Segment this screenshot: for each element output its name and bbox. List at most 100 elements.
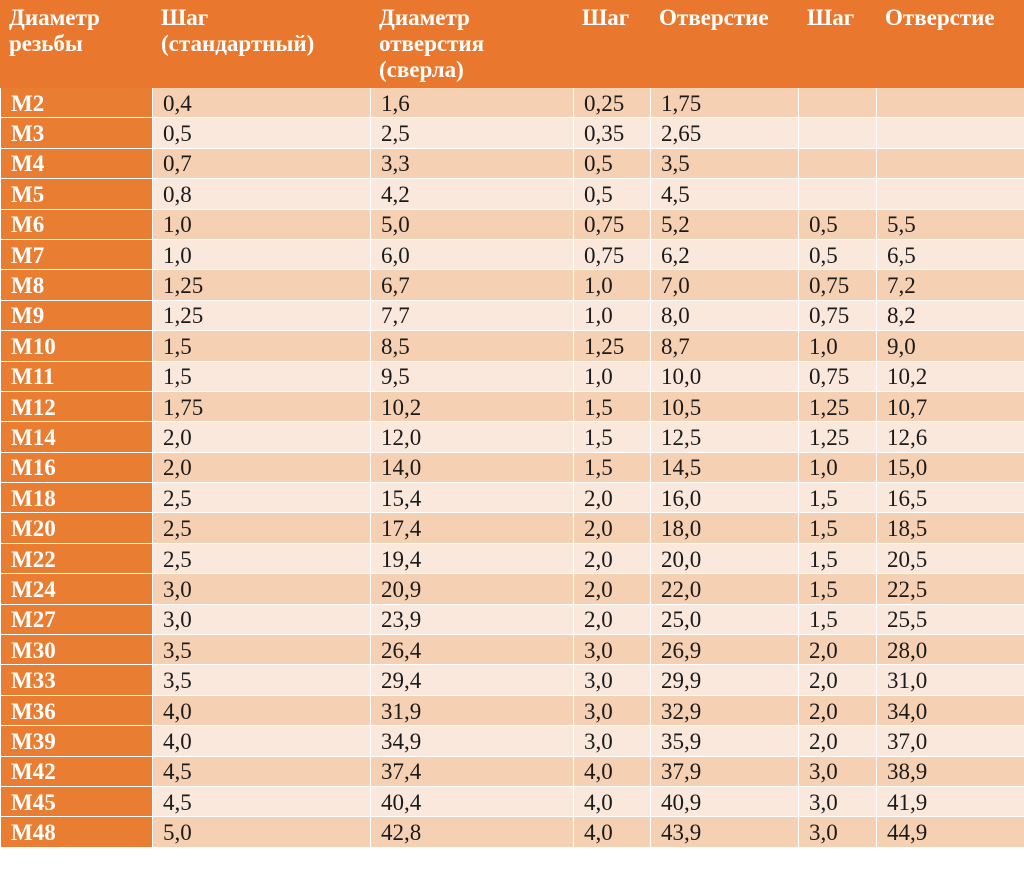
fine-pitch-2-cell: 1,0 [798, 451, 877, 484]
thread-size-label: М4 [0, 147, 153, 180]
hole-1-cell: 8,0 [650, 299, 799, 332]
fine-pitch-2-cell: 1,5 [798, 512, 877, 544]
standard-pitch-cell: 3,0 [152, 603, 371, 636]
fine-pitch-1-cell: 1,5 [573, 451, 651, 484]
fine-pitch-2-cell: 2,0 [798, 694, 877, 727]
thread-size-label: М33 [0, 664, 153, 696]
fine-pitch-1-cell: 0,25 [573, 86, 651, 119]
hole-2-cell: 8,2 [876, 299, 1024, 332]
fine-pitch-1-cell: 1,5 [573, 390, 651, 423]
standard-pitch-cell: 2,5 [152, 542, 371, 575]
drill-diameter-cell: 10,2 [370, 390, 574, 423]
fine-pitch-1-cell: 0,35 [573, 117, 651, 149]
fine-pitch-2-cell: 0,5 [798, 238, 877, 271]
standard-pitch-cell: 1,0 [152, 208, 371, 240]
hole-2-cell: 20,5 [876, 542, 1024, 575]
header-text-line: (стандартный) [161, 31, 315, 56]
thread-size-label: М30 [0, 634, 153, 666]
standard-pitch-cell: 0,5 [152, 117, 371, 149]
standard-pitch-cell: 4,5 [152, 785, 371, 818]
drill-diameter-cell: 37,4 [370, 755, 574, 787]
drill-diameter-cell: 6,0 [370, 238, 574, 271]
header-hole-2: Отверстие [876, 0, 1024, 88]
table-row: М45 4,5 40,4 4,0 40,9 3,0 41,9 [0, 785, 1024, 818]
fine-pitch-2-cell: 3,0 [798, 816, 877, 848]
fine-pitch-2-cell: 1,5 [798, 542, 877, 575]
thread-size-label: М3 [0, 117, 153, 149]
drill-diameter-cell: 15,4 [370, 482, 574, 514]
hole-1-cell: 12,5 [650, 421, 799, 453]
hole-1-cell: 8,7 [650, 330, 799, 362]
drill-diameter-cell: 8,5 [370, 330, 574, 362]
drill-diameter-cell: 14,0 [370, 451, 574, 484]
thread-drill-table: Диаметр резьбы Шаг (стандартный) Диаметр отве… [0, 0, 1024, 848]
fine-pitch-2-cell [798, 147, 877, 180]
hole-2-cell: 37,0 [876, 725, 1024, 757]
header-text-line: Отверстие [659, 5, 769, 30]
thread-size-label: М6 [0, 208, 153, 240]
thread-size-label: М42 [0, 755, 153, 787]
header-text-line: Отверстие [885, 5, 995, 30]
drill-diameter-cell: 12,0 [370, 421, 574, 453]
standard-pitch-cell: 3,5 [152, 634, 371, 666]
hole-1-cell: 6,2 [650, 238, 799, 271]
fine-pitch-2-cell: 1,25 [798, 390, 877, 423]
table-row: М3 0,5 2,5 0,35 2,65 [0, 117, 1024, 149]
hole-1-cell: 25,0 [650, 603, 799, 636]
table-row: М42 4,5 37,4 4,0 37,9 3,0 38,9 [0, 755, 1024, 787]
standard-pitch-cell: 1,5 [152, 330, 371, 362]
header-text-line: Диаметр [379, 5, 470, 30]
hole-2-cell: 31,0 [876, 664, 1024, 696]
hole-2-cell [876, 86, 1024, 119]
thread-size-label: М12 [0, 390, 153, 423]
fine-pitch-1-cell: 0,75 [573, 238, 651, 271]
header-fine-pitch-1: Шаг [573, 0, 651, 88]
fine-pitch-1-cell: 4,0 [573, 816, 651, 848]
hole-1-cell: 32,9 [650, 694, 799, 727]
hole-2-cell: 15,0 [876, 451, 1024, 484]
drill-diameter-cell: 6,7 [370, 269, 574, 301]
drill-diameter-cell: 2,5 [370, 117, 574, 149]
fine-pitch-1-cell: 3,0 [573, 694, 651, 727]
hole-2-cell: 38,9 [876, 755, 1024, 787]
standard-pitch-cell: 1,75 [152, 390, 371, 423]
table-header: Диаметр резьбы Шаг (стандартный) Диаметр отве… [0, 0, 1024, 88]
table-row: М22 2,5 19,4 2,0 20,0 1,5 20,5 [0, 542, 1024, 575]
drill-diameter-cell: 42,8 [370, 816, 574, 848]
table-row: М30 3,5 26,4 3,0 26,9 2,0 28,0 [0, 634, 1024, 666]
fine-pitch-1-cell: 2,0 [573, 573, 651, 605]
hole-2-cell [876, 178, 1024, 210]
fine-pitch-2-cell: 0,75 [798, 360, 877, 392]
table-row: М39 4,0 34,9 3,0 35,9 2,0 37,0 [0, 725, 1024, 757]
standard-pitch-cell: 5,0 [152, 816, 371, 848]
table-row: М2 0,4 1,6 0,25 1,75 [0, 86, 1024, 119]
standard-pitch-cell: 1,5 [152, 360, 371, 392]
hole-2-cell: 6,5 [876, 238, 1024, 271]
hole-1-cell: 14,5 [650, 451, 799, 484]
fine-pitch-2-cell: 0,75 [798, 269, 877, 301]
standard-pitch-cell: 1,25 [152, 299, 371, 332]
fine-pitch-1-cell: 2,0 [573, 603, 651, 636]
hole-2-cell: 9,0 [876, 330, 1024, 362]
fine-pitch-1-cell: 1,25 [573, 330, 651, 362]
hole-1-cell: 10,5 [650, 390, 799, 423]
drill-diameter-cell: 23,9 [370, 603, 574, 636]
hole-1-cell: 40,9 [650, 785, 799, 818]
hole-1-cell: 43,9 [650, 816, 799, 848]
hole-1-cell: 7,0 [650, 269, 799, 301]
table-row: М7 1,0 6,0 0,75 6,2 0,5 6,5 [0, 238, 1024, 271]
header-text-line: Шаг [161, 5, 209, 30]
header-hole-1: Отверстие [650, 0, 799, 88]
hole-2-cell: 10,7 [876, 390, 1024, 423]
header-text-line: резьбы [9, 31, 83, 56]
fine-pitch-1-cell: 4,0 [573, 785, 651, 818]
fine-pitch-2-cell: 0,5 [798, 208, 877, 240]
drill-diameter-cell: 17,4 [370, 512, 574, 544]
standard-pitch-cell: 2,5 [152, 482, 371, 514]
table-row: М20 2,5 17,4 2,0 18,0 1,5 18,5 [0, 512, 1024, 544]
drill-diameter-cell: 4,2 [370, 178, 574, 210]
header-standard-pitch: Шаг (стандартный) [152, 0, 371, 88]
standard-pitch-cell: 0,7 [152, 147, 371, 180]
table-row: М10 1,5 8,5 1,25 8,7 1,0 9,0 [0, 330, 1024, 362]
standard-pitch-cell: 2,0 [152, 451, 371, 484]
